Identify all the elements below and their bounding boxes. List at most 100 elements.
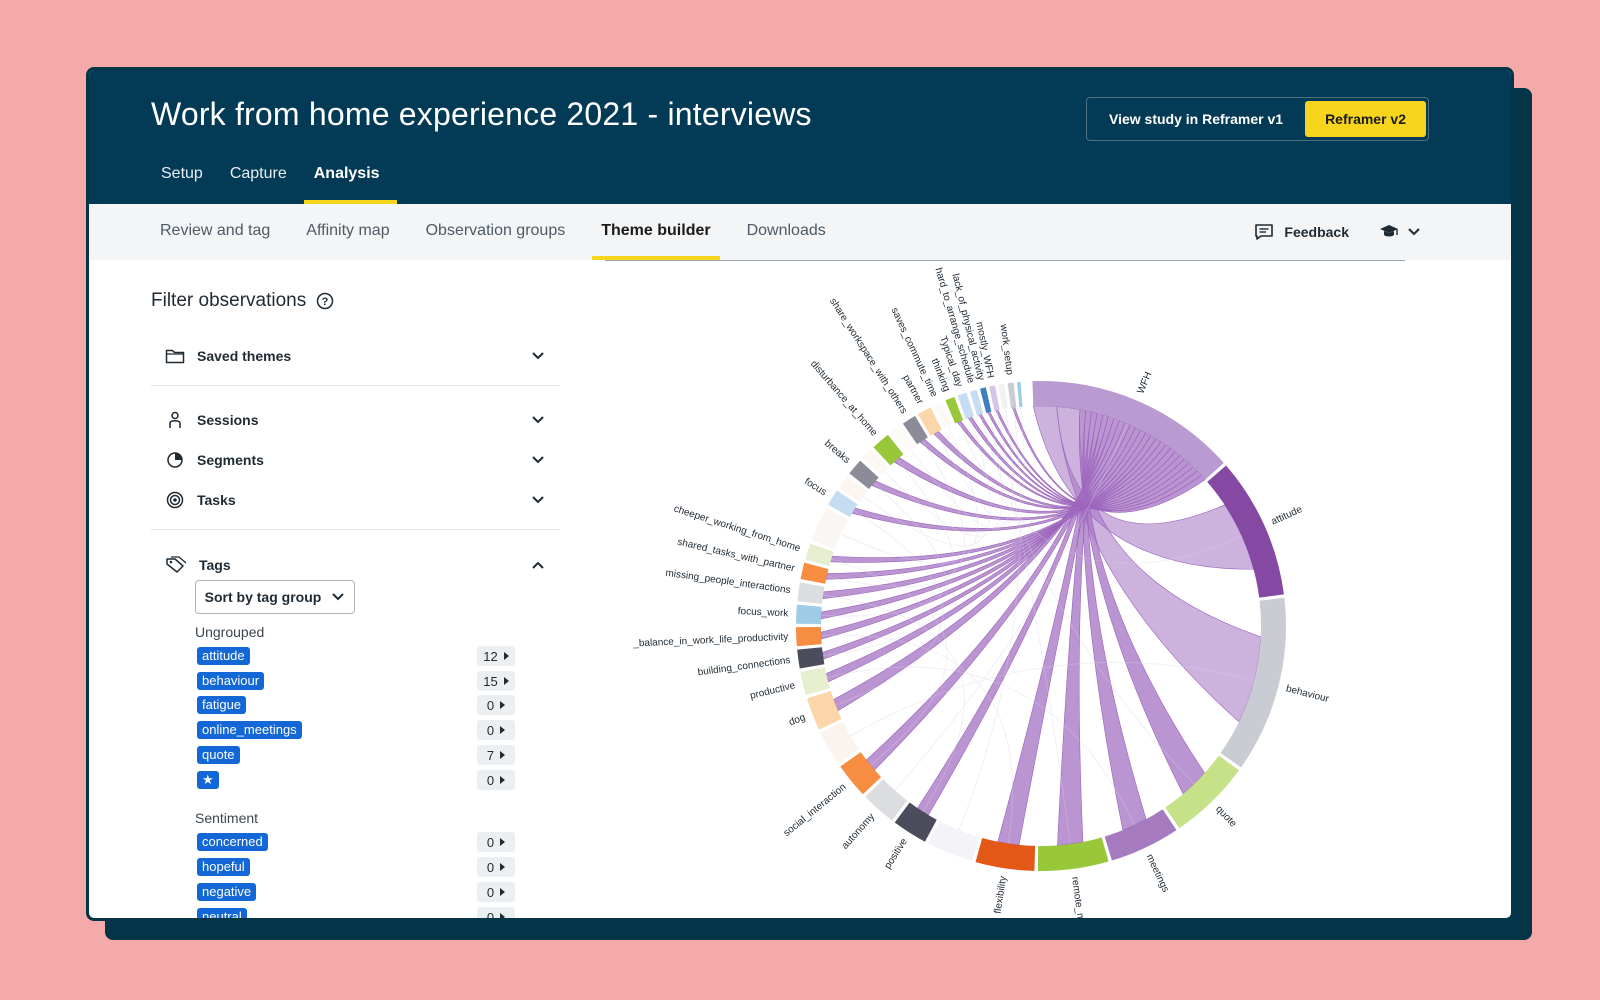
- chord-arc-autonomy[interactable]: [865, 779, 908, 821]
- tag-count[interactable]: 0: [477, 720, 515, 740]
- person-icon: [169, 411, 181, 428]
- chord-arc-shared_tasks_with_partner[interactable]: [800, 562, 829, 584]
- feedback-button[interactable]: Feedback: [1254, 223, 1349, 241]
- chord-label: _balance_in_work_life_productivity: [632, 632, 788, 650]
- chord-arc-lack_of_physical_activity[interactable]: [979, 387, 992, 413]
- chord-arc-behaviour[interactable]: [1220, 597, 1286, 768]
- tag-chip[interactable]: attitude: [197, 647, 250, 665]
- chord-background-web: [821, 406, 1255, 845]
- tab-affinity-map[interactable]: Affinity map: [306, 222, 390, 239]
- chord-arc-productive[interactable]: [800, 667, 830, 696]
- chord-arc-work_setup[interactable]: [1007, 382, 1017, 409]
- chord-arc-building_connections[interactable]: [797, 647, 825, 669]
- chevron-down-icon: [532, 352, 544, 360]
- chevron-up-icon: [532, 561, 544, 569]
- tag-count[interactable]: 0: [477, 907, 515, 918]
- sort-by-tag-group-dropdown[interactable]: Sort by tag group: [195, 580, 355, 614]
- chord-arc-social_interaction[interactable]: [840, 752, 882, 795]
- chord-arc-positive[interactable]: [894, 802, 937, 842]
- chord-arc-disturbance_at_home[interactable]: [873, 434, 904, 466]
- tasks-accordion[interactable]: Tasks: [165, 488, 545, 512]
- tag-count[interactable]: 0: [477, 695, 515, 715]
- tag-count[interactable]: 12: [477, 646, 515, 666]
- chord-arc-hard_to_arrange_schedule[interactable]: [969, 389, 984, 416]
- tag-count[interactable]: 0: [477, 857, 515, 877]
- chord-arc-unlabelled[interactable]: [890, 425, 915, 453]
- chord-arc-unlabelled[interactable]: [820, 721, 860, 764]
- chord-arc-typical_day[interactable]: [957, 392, 975, 420]
- theme-builder-chart-panel: WFH attitude behaviour quote meetings remote_…: [599, 260, 1419, 921]
- chevron-down-icon: [532, 456, 544, 464]
- segments-accordion[interactable]: Segments: [165, 448, 545, 472]
- chord-arc-dog[interactable]: [806, 691, 842, 730]
- tag-chip[interactable]: concerned: [197, 833, 268, 851]
- tag-chip[interactable]: negative: [197, 883, 257, 901]
- chord-diagram[interactable]: WFH attitude behaviour quote meetings remote_…: [599, 260, 1419, 921]
- caret-right-icon: [500, 776, 506, 784]
- chord-arc-cheeper_working_from_home[interactable]: [805, 543, 834, 567]
- chord-arc-breaks[interactable]: [849, 460, 879, 489]
- chord-arc-saves_commute_time[interactable]: [933, 401, 953, 429]
- background-chord: [831, 558, 948, 766]
- background-chord: [826, 440, 966, 588]
- tasks-label: Tasks: [197, 492, 236, 508]
- tab-observation-groups[interactable]: Observation groups: [425, 222, 566, 239]
- tags-accordion[interactable]: Tags: [165, 553, 545, 577]
- sessions-accordion[interactable]: Sessions: [165, 408, 545, 432]
- tab-setup[interactable]: Setup: [161, 165, 203, 182]
- chord-arc-unlabelled[interactable]: [1016, 381, 1023, 408]
- chord-label: remote_meetings: [1069, 876, 1090, 921]
- chord-arc-_balance_in_work_life_productivity[interactable]: [796, 627, 822, 647]
- chord-arc-meetings[interactable]: [1104, 809, 1177, 861]
- caret-right-icon: [503, 652, 509, 660]
- tag-count[interactable]: 0: [477, 882, 515, 902]
- background-chord: [909, 408, 1014, 529]
- tag-chip[interactable]: hopeful: [197, 858, 250, 876]
- background-chord: [935, 406, 1025, 524]
- chord-arc-partner[interactable]: [917, 407, 942, 436]
- chevron-down-icon: [1408, 228, 1420, 236]
- caret-right-icon: [500, 863, 506, 871]
- chord-arc-missing_people_interactions[interactable]: [797, 582, 825, 604]
- chord-arc-share_workspace_with_others[interactable]: [902, 415, 928, 445]
- tag-chip[interactable]: fatigue: [197, 696, 247, 714]
- tag-chip[interactable]: online_meetings: [197, 721, 302, 739]
- folder-icon: [165, 349, 185, 364]
- chord-arc-unlabelled[interactable]: [811, 507, 849, 549]
- saved-themes-accordion[interactable]: Saved themes: [165, 344, 545, 368]
- chord-arc-flexibility[interactable]: [975, 837, 1036, 871]
- chord-arc-mostly_wfh[interactable]: [989, 385, 1000, 411]
- tab-theme-builder[interactable]: Theme builder: [592, 204, 720, 260]
- tab-analysis[interactable]: Analysis: [303, 162, 397, 204]
- tag-count[interactable]: 0: [477, 832, 515, 852]
- chord-arc-attitude[interactable]: [1207, 465, 1284, 598]
- tab-capture[interactable]: Capture: [229, 165, 287, 182]
- tag-chip[interactable]: neutral: [197, 908, 247, 918]
- tab-downloads[interactable]: Downloads: [746, 222, 826, 239]
- tag-chip[interactable]: behaviour: [197, 672, 265, 690]
- view-v1-button[interactable]: View study in Reframer v1: [1109, 111, 1284, 127]
- help-icon[interactable]: ?: [316, 292, 334, 310]
- background-chord: [958, 421, 1242, 564]
- chord-arc-unlabelled[interactable]: [927, 821, 980, 862]
- tag-count-value: 0: [486, 772, 495, 788]
- chord-arc-quote[interactable]: [1165, 755, 1240, 829]
- reframer-v2-button[interactable]: Reframer v2: [1305, 101, 1426, 137]
- chord-arc-focus_work[interactable]: [796, 604, 822, 624]
- background-chord: [823, 594, 965, 812]
- chord-arc-thinking[interactable]: [945, 396, 964, 424]
- tag-count[interactable]: 0: [477, 770, 515, 790]
- learning-menu[interactable]: [1379, 224, 1421, 240]
- tab-review-and-tag[interactable]: Review and tag: [160, 222, 271, 239]
- chord-arc-unlabelled[interactable]: [862, 449, 889, 476]
- chord-label: WFH: [1135, 370, 1154, 395]
- chord-arc-remote_meetings[interactable]: [1037, 837, 1109, 872]
- tag-count[interactable]: 15: [477, 671, 515, 691]
- chord-arc-unlabelled[interactable]: [998, 383, 1008, 410]
- chord-arc-unlabelled[interactable]: [838, 476, 868, 502]
- tag-count[interactable]: 7: [477, 745, 515, 765]
- chord-arc-focus[interactable]: [828, 490, 858, 518]
- star-tag-chip[interactable]: ★: [197, 771, 219, 789]
- tag-chip[interactable]: quote: [197, 746, 240, 764]
- chord-arc-wfh[interactable]: [1032, 381, 1224, 480]
